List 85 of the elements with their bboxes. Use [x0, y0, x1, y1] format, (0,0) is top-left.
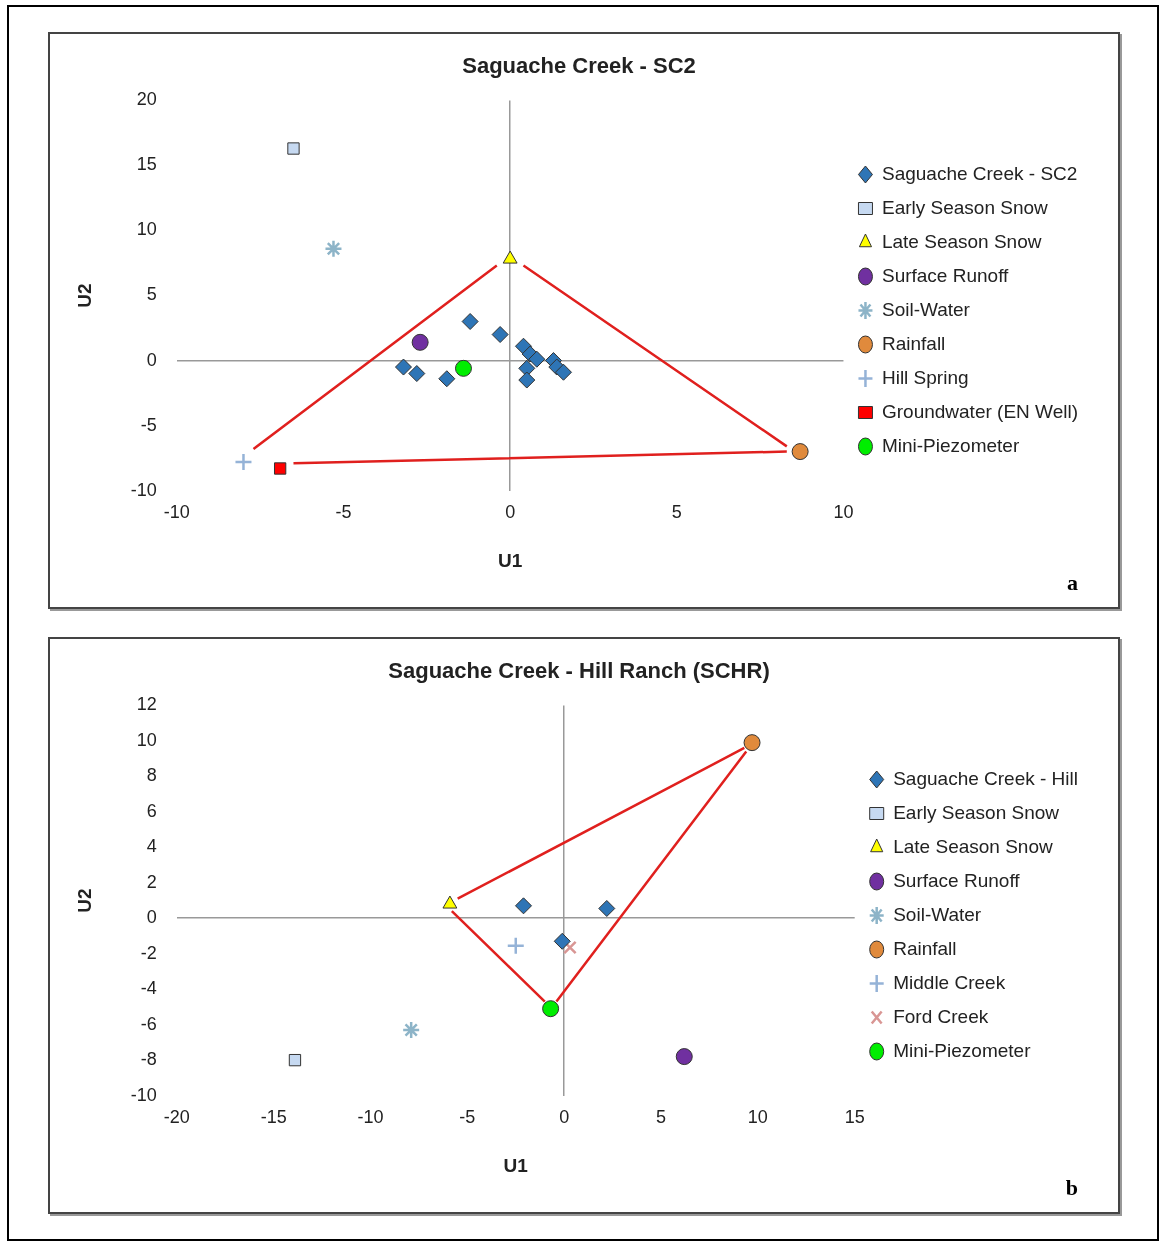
legend-label: Groundwater (EN Well): [881, 400, 1079, 422]
x-tick-label: -20: [163, 1107, 190, 1128]
x-tick-label: -5: [335, 502, 352, 523]
legend-label: Surface Runoff: [881, 264, 1010, 286]
legend-label: Hill Spring: [881, 366, 969, 388]
x-tick-label: 5: [671, 502, 682, 523]
x-tick-label: 5: [656, 1107, 667, 1128]
point: [401, 1020, 421, 1040]
point: [502, 250, 518, 264]
x-tick-label: 0: [559, 1107, 570, 1128]
text: b: [1065, 1174, 1078, 1200]
y-axis-title: U2: [73, 888, 95, 913]
legend-label: Middle Creek: [893, 971, 1006, 993]
point: [454, 359, 472, 377]
x-tick-label: 10: [833, 502, 854, 523]
y-tick-label: -10: [130, 1084, 157, 1105]
legend-label: Rainfall: [881, 332, 946, 354]
y-tick-label: 10: [136, 729, 157, 750]
point: [287, 142, 300, 155]
point: [514, 337, 532, 355]
point: [461, 313, 479, 331]
y-tick-label: 0: [146, 907, 157, 928]
chart-title: Saguache Creek - Hill Ranch (SCHR): [388, 658, 770, 684]
legend-label: Late Season Snow: [881, 230, 1042, 252]
point: [506, 936, 526, 955]
x-tick-label: -5: [459, 1107, 476, 1128]
y-tick-label: -6: [140, 1013, 157, 1034]
point: [324, 239, 343, 258]
legend-label: Late Season Snow: [893, 835, 1053, 857]
legend-label: Saguache Creek - SC2: [881, 162, 1078, 184]
text: a: [1067, 569, 1078, 595]
x-tick-label: -10: [357, 1107, 384, 1128]
y-tick-label: -8: [140, 1049, 157, 1070]
legend-label: Early Season Snow: [893, 801, 1060, 823]
point: [743, 734, 761, 752]
point: [515, 897, 532, 915]
x-tick-label: 15: [844, 1107, 865, 1128]
y-tick-label: 10: [136, 219, 157, 240]
y-tick-label: 2: [146, 871, 157, 892]
point: [288, 1053, 302, 1067]
point: [394, 358, 412, 376]
point: [675, 1048, 693, 1066]
x-tick-label: -10: [163, 502, 190, 523]
x-tick-label: 0: [505, 502, 516, 523]
y-tick-label: 12: [136, 694, 157, 715]
point: [563, 940, 577, 955]
x-tick-label: 10: [747, 1107, 768, 1128]
y-tick-label: -5: [140, 414, 157, 435]
legend-label: Surface Runoff: [893, 869, 1021, 891]
y-tick-label: 4: [146, 836, 157, 857]
point: [438, 370, 456, 388]
x-tick-label: -15: [260, 1107, 287, 1128]
legend-label: Soil-Water: [881, 298, 971, 320]
point: [411, 333, 429, 351]
point: [234, 452, 253, 472]
point: [553, 932, 571, 950]
point: [408, 365, 426, 383]
chart-title: Saguache Creek - SC2: [462, 53, 696, 79]
y-tick-label: -4: [140, 978, 157, 999]
point: [542, 1000, 560, 1018]
point: [554, 363, 572, 381]
y-tick-label: 20: [136, 89, 157, 110]
legend-label: Rainfall: [893, 937, 957, 959]
y-tick-label: -2: [140, 942, 157, 963]
y-tick-label: -10: [130, 479, 157, 500]
point: [791, 443, 809, 461]
point: [598, 899, 616, 917]
x-axis-title: U1: [503, 1154, 529, 1176]
legend-label: Early Season Snow: [881, 196, 1049, 218]
y-tick-label: 15: [136, 154, 157, 175]
y-tick-label: 0: [146, 349, 157, 370]
legend-label: Saguache Creek - Hill: [893, 767, 1079, 789]
point: [518, 371, 536, 389]
y-tick-label: 5: [146, 284, 157, 305]
legend-label: Soil-Water: [893, 903, 982, 925]
y-axis-title: U2: [73, 283, 95, 308]
legend-label: Mini-Piezometer: [881, 434, 1020, 456]
point: [528, 350, 546, 368]
y-tick-label: 8: [146, 765, 157, 786]
x-axis-title: U1: [497, 549, 523, 571]
y-tick-label: 6: [146, 800, 157, 821]
point: [273, 462, 287, 475]
legend-label: Mini-Piezometer: [893, 1039, 1032, 1061]
point: [491, 326, 509, 344]
legend-label: Ford Creek: [893, 1005, 989, 1027]
